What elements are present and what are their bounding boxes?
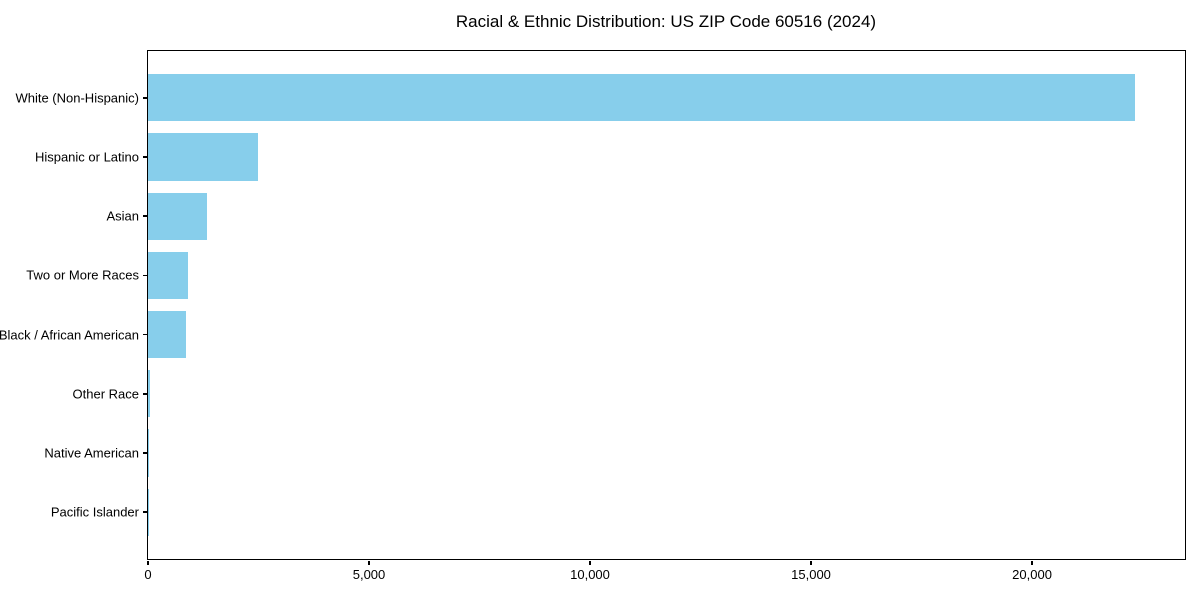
xtick-label-0: 0	[144, 567, 152, 582]
xtick-mark-0	[147, 560, 149, 565]
ytick-label-white-non-hispanic: White (Non-Hispanic)	[15, 90, 139, 106]
bar-asian	[148, 192, 207, 240]
ytick-label-native-american: Native American	[44, 445, 139, 461]
ytick-mark-hispanic-or-latino	[142, 156, 147, 158]
bar-other-race	[148, 370, 150, 418]
ytick-mark-native-american	[142, 452, 147, 454]
bar-hispanic-or-latino	[148, 133, 259, 181]
xtick-label-15,000: 15,000	[791, 567, 831, 582]
xtick-mark-5,000	[368, 560, 370, 565]
chart-title: Racial & Ethnic Distribution: US ZIP Cod…	[455, 12, 877, 31]
ytick-mark-two-or-more-races	[142, 274, 147, 277]
xtick-mark-20,000	[1031, 560, 1033, 565]
ytick-mark-black-african-american	[142, 333, 147, 336]
plot-area: White (Non-Hispanic) Hispanic or Latino As…	[0, 50, 1186, 582]
bar-black-african-american	[148, 310, 186, 359]
ytick-mark-asian	[142, 215, 147, 217]
ytick-label-pacific-islander: Pacific Islander	[50, 504, 139, 520]
bar-two-or-more-races	[148, 251, 189, 300]
xtick-label-5,000: 5,000	[352, 567, 386, 582]
ytick-mark-other-race	[142, 393, 147, 395]
ytick-label-two-or-more-races: Two or More Races	[26, 267, 139, 283]
ytick-label-hispanic-or-latino: Hispanic or Latino	[34, 149, 139, 165]
ytick-label-black-african-american: Black / African American	[0, 327, 139, 343]
xtick-label-20,000: 20,000	[1012, 567, 1052, 582]
bar-white-non-hispanic	[148, 74, 1136, 122]
ytick-mark-pacific-islander	[142, 511, 147, 513]
xtick-label-10,000: 10,000	[570, 567, 610, 582]
bar-native-american	[148, 429, 149, 477]
xtick-mark-10,000	[589, 560, 591, 565]
ytick-label-other-race: Other Race	[72, 386, 139, 402]
ytick-label-asian: Asian	[106, 208, 139, 224]
ytick-mark-white-non-hispanic	[142, 97, 147, 99]
xtick-mark-15,000	[810, 560, 812, 565]
